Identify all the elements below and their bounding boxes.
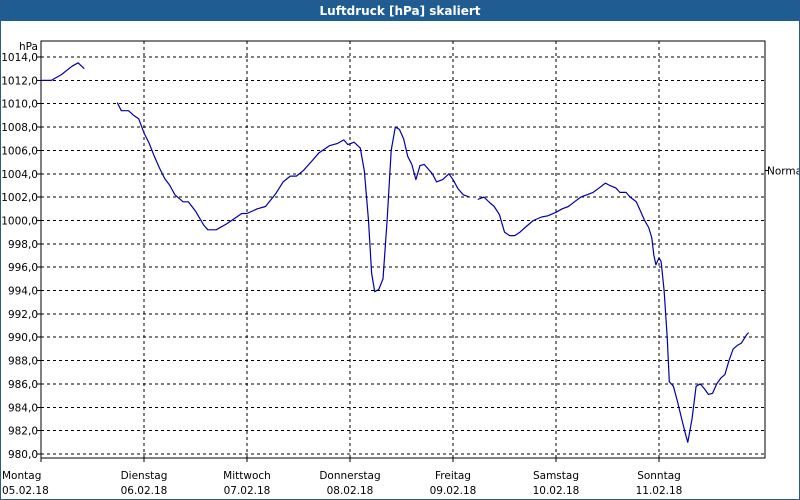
series-line bbox=[116, 102, 470, 293]
y-tick-label: 1002,0 bbox=[1, 192, 38, 204]
x-tick-day-label: Samstag bbox=[533, 470, 579, 482]
x-tick-day-label: Dienstag bbox=[121, 470, 168, 482]
y-tick-label: 1000,0 bbox=[1, 215, 38, 227]
y-tick-label: 992,0 bbox=[8, 309, 38, 321]
grid-lines bbox=[41, 41, 765, 458]
y-tick-label: 986,0 bbox=[8, 379, 38, 391]
y-tick-label: 1004,0 bbox=[1, 169, 38, 181]
annotation-group: Normal bbox=[765, 165, 799, 177]
y-tick-label: 990,0 bbox=[8, 332, 38, 344]
y-tick-label: 1008,0 bbox=[1, 122, 38, 134]
x-tick-date-label: 06.02.18 bbox=[121, 485, 168, 497]
y-tick-label: 988,0 bbox=[8, 356, 38, 368]
annotation-label: Normal bbox=[767, 165, 799, 177]
y-tick-label: 1010,0 bbox=[1, 99, 38, 111]
y-tick-label: 998,0 bbox=[8, 239, 38, 251]
x-tick-day-label: Sonntag bbox=[637, 470, 681, 482]
y-tick-label: 1006,0 bbox=[1, 145, 38, 157]
x-tick-date-label: 05.02.18 bbox=[2, 485, 49, 497]
y-tick-label: 1012,0 bbox=[1, 75, 38, 87]
x-tick-day-label: Mittwoch bbox=[223, 470, 271, 482]
x-tick-day-label: Freitag bbox=[435, 470, 471, 482]
x-tick-day-label: Montag bbox=[2, 470, 41, 482]
y-tick-label: 982,0 bbox=[8, 426, 38, 438]
y-axis-label: hPa bbox=[19, 41, 38, 53]
y-tick-label: 984,0 bbox=[8, 402, 38, 414]
plot-area bbox=[40, 40, 766, 459]
series-group bbox=[41, 62, 750, 443]
x-tick-date-label: 07.02.18 bbox=[224, 485, 271, 497]
x-axis-ticks: Montag 05.02.18 Dienstag 06.02.18 Mittwoch 07… bbox=[2, 458, 682, 497]
x-tick-date-label: 11.02.18 bbox=[636, 485, 683, 497]
x-tick-date-label: 10.02.18 bbox=[533, 485, 580, 497]
y-tick-label: 996,0 bbox=[8, 262, 38, 274]
y-axis-ticks: 980,0 982,0 984,0 986,0 988,0 990,0 992,0 994,0… bbox=[1, 52, 41, 461]
series-line bbox=[41, 62, 85, 82]
x-tick-date-label: 08.02.18 bbox=[327, 485, 374, 497]
x-tick-date-label: 09.02.18 bbox=[430, 485, 477, 497]
x-tick-day-label: Donnerstag bbox=[319, 470, 380, 482]
y-tick-label: 980,0 bbox=[8, 449, 38, 461]
series-line bbox=[477, 182, 750, 443]
y-tick-label: 1014,0 bbox=[1, 52, 38, 64]
y-tick-label: 994,0 bbox=[8, 286, 38, 298]
window-title: Luftdruck [hPa] skaliert bbox=[1, 1, 799, 21]
